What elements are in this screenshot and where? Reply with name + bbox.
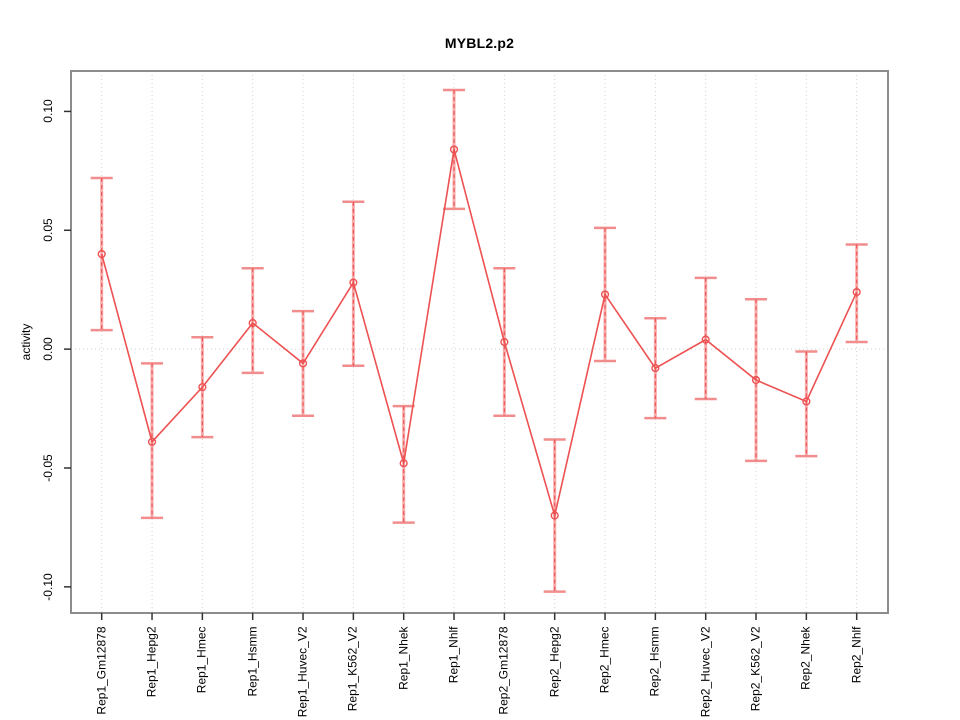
x-tick-label: Rep1_Gm12878 bbox=[94, 626, 109, 715]
data-point bbox=[701, 335, 710, 344]
y-tick-label: -0.10 bbox=[41, 573, 55, 601]
x-tick-label: Rep2_K562_V2 bbox=[748, 626, 763, 711]
x-tick-label: Rep1_Nhlf bbox=[446, 626, 461, 683]
y-tick-label: 0.00 bbox=[41, 337, 55, 361]
y-tick-label: -0.05 bbox=[41, 454, 55, 482]
x-tick-label: Rep2_Nhlf bbox=[849, 626, 864, 683]
data-point bbox=[198, 383, 207, 392]
x-tick-label: Rep2_Gm12878 bbox=[496, 626, 511, 715]
data-point bbox=[298, 359, 308, 368]
data-point bbox=[349, 278, 358, 287]
data-point bbox=[147, 437, 157, 446]
plot-frame bbox=[70, 70, 889, 614]
x-tick-label: Rep1_Hsmm bbox=[245, 626, 260, 697]
x-tick-label: Rep1_K562_V2 bbox=[345, 626, 360, 711]
x-tick-label: Rep2_Hmec bbox=[597, 626, 612, 693]
y-tick-label: 0.05 bbox=[41, 218, 55, 242]
data-point bbox=[802, 397, 811, 406]
data-line bbox=[100, 149, 858, 519]
y-tick-label: 0.10 bbox=[41, 99, 55, 124]
y-axis-title: activity bbox=[19, 323, 33, 361]
data-point bbox=[751, 375, 761, 385]
data-point bbox=[449, 145, 459, 154]
data-point bbox=[97, 249, 106, 259]
x-tick-label: Rep2_Nhek bbox=[798, 626, 813, 690]
data-point bbox=[852, 287, 861, 297]
data-point bbox=[600, 290, 610, 299]
x-tick-label: Rep1_Hepg2 bbox=[144, 626, 159, 697]
chart-title: MYBL2.p2 bbox=[444, 35, 515, 51]
data-point bbox=[248, 318, 257, 328]
x-tick-label: Rep1_Nhek bbox=[396, 626, 411, 690]
x-tick-label: Rep2_Huvec_V2 bbox=[698, 626, 713, 717]
data-point bbox=[550, 511, 559, 520]
data-point bbox=[399, 459, 408, 468]
x-tick-label: Rep2_Hepg2 bbox=[547, 626, 562, 697]
x-tick-label: Rep1_Hmec bbox=[194, 626, 209, 693]
x-tick-label: Rep1_Huvec_V2 bbox=[295, 626, 310, 717]
data-point bbox=[500, 337, 509, 347]
data-point bbox=[651, 364, 660, 373]
x-tick-label: Rep2_Hsmm bbox=[647, 626, 662, 697]
